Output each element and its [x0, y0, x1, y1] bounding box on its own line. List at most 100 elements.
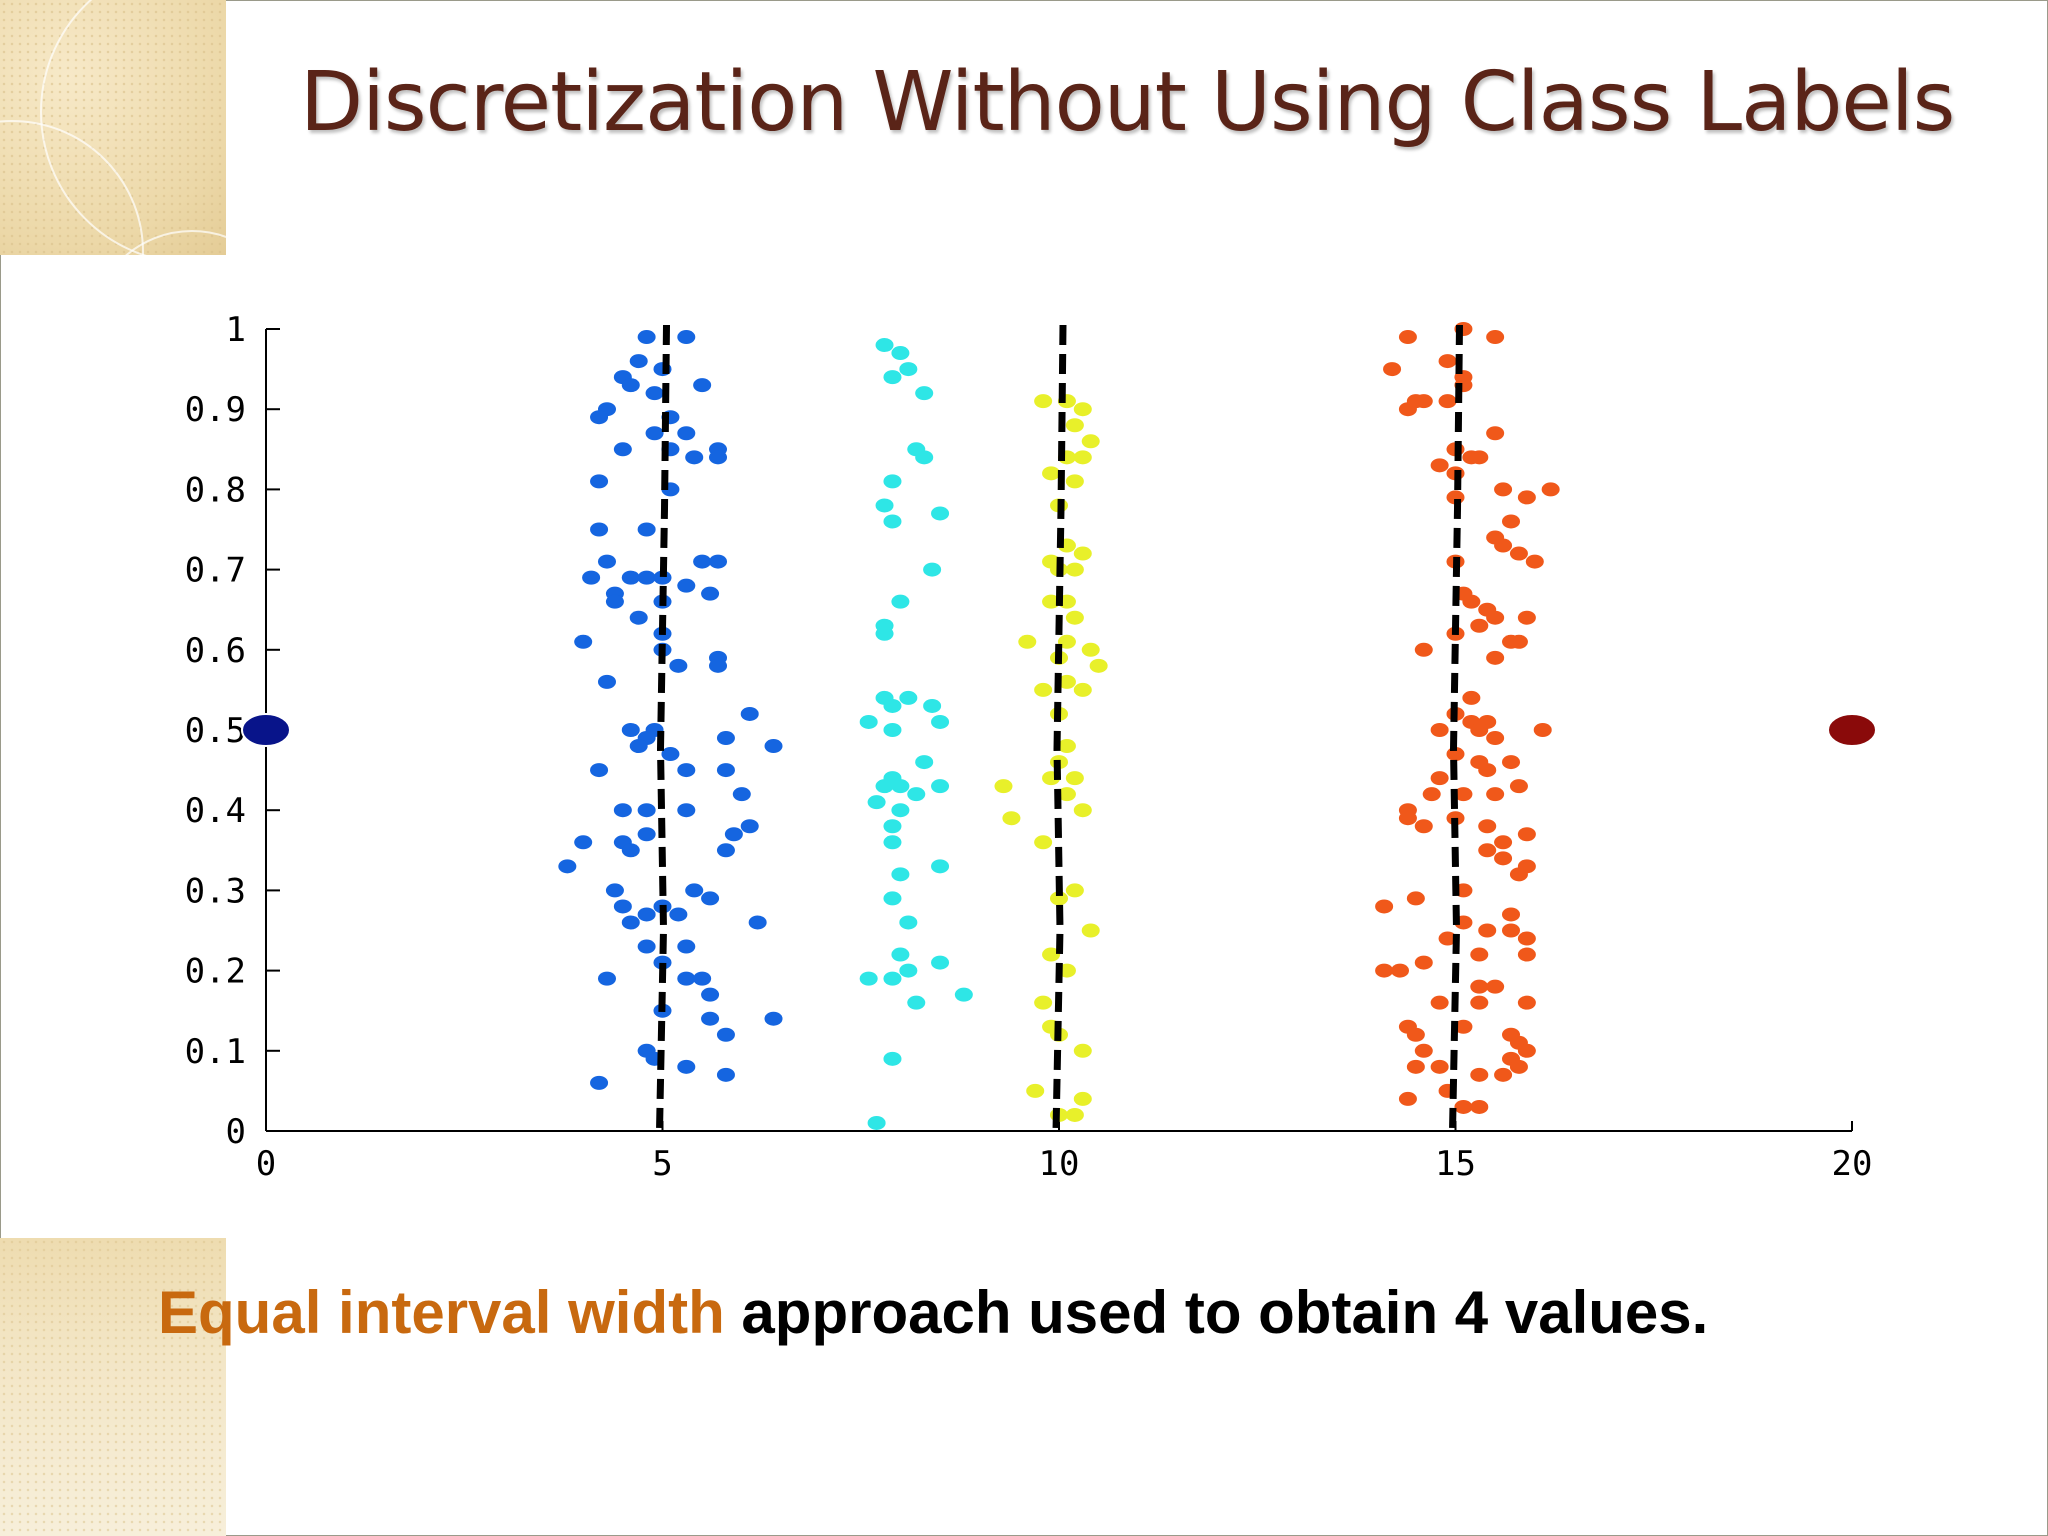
data-point — [597, 674, 616, 689]
data-point — [1470, 1067, 1489, 1082]
data-point — [1073, 450, 1092, 465]
data-point — [875, 618, 894, 633]
data-point — [1430, 995, 1449, 1010]
data-point — [907, 995, 926, 1010]
data-point — [1034, 995, 1053, 1010]
data-point — [709, 450, 728, 465]
data-point — [645, 426, 664, 441]
data-point — [1470, 450, 1489, 465]
slide-caption: Equal interval width approach used to ob… — [158, 1278, 1708, 1347]
data-point — [931, 506, 950, 521]
data-point — [891, 594, 910, 609]
data-point — [621, 570, 640, 585]
data-point — [891, 779, 910, 794]
data-point — [923, 562, 942, 577]
data-point — [1502, 634, 1521, 649]
data-point — [1089, 658, 1108, 673]
data-point — [590, 763, 609, 778]
data-point — [1478, 843, 1497, 858]
y-tick-label: 0.4 — [185, 791, 246, 831]
data-point — [716, 763, 735, 778]
data-point — [740, 706, 759, 721]
data-point — [859, 714, 878, 729]
data-point — [1438, 931, 1457, 946]
data-point — [1454, 787, 1473, 802]
data-point — [1517, 947, 1536, 962]
data-point — [709, 658, 728, 673]
y-tick-label: 0.7 — [185, 551, 246, 591]
y-tick-label: 0.5 — [185, 711, 246, 751]
data-point — [1454, 1099, 1473, 1114]
data-point — [883, 891, 902, 906]
data-point — [637, 907, 656, 922]
y-tick-label: 0 — [226, 1112, 246, 1152]
data-point — [621, 915, 640, 930]
data-point — [590, 522, 609, 537]
data-point — [1073, 546, 1092, 561]
data-point — [669, 658, 688, 673]
data-point — [1462, 690, 1481, 705]
data-point — [891, 346, 910, 361]
x-tick-label: 5 — [652, 1144, 672, 1184]
data-point — [1042, 594, 1061, 609]
data-point — [693, 554, 712, 569]
data-point — [1486, 650, 1505, 665]
data-point — [764, 1011, 783, 1026]
data-point — [701, 987, 720, 1002]
data-point — [597, 554, 616, 569]
y-tick-label: 0.9 — [185, 390, 246, 430]
data-point — [899, 362, 918, 377]
data-point — [605, 883, 624, 898]
data-point — [883, 370, 902, 385]
data-point — [1517, 610, 1536, 625]
data-point — [732, 787, 751, 802]
data-point — [1430, 771, 1449, 786]
data-point — [1406, 1059, 1425, 1074]
data-point — [915, 755, 934, 770]
data-point — [915, 386, 934, 401]
data-point — [1057, 634, 1076, 649]
data-point — [685, 450, 704, 465]
data-point — [931, 859, 950, 874]
data-point — [899, 690, 918, 705]
data-point — [1065, 610, 1084, 625]
data-point — [1517, 827, 1536, 842]
data-point — [1509, 546, 1528, 561]
data-point — [558, 859, 577, 874]
data-point — [1462, 594, 1481, 609]
data-point — [677, 578, 696, 593]
data-point — [891, 947, 910, 962]
data-point — [931, 779, 950, 794]
data-point — [883, 835, 902, 850]
y-tick-label: 0.2 — [185, 952, 246, 992]
data-point — [1414, 955, 1433, 970]
data-point — [677, 803, 696, 818]
caption-highlight: Equal interval width — [158, 1279, 725, 1346]
data-point — [1525, 554, 1544, 569]
data-point — [574, 634, 593, 649]
data-point — [1057, 739, 1076, 754]
data-point — [613, 442, 632, 457]
data-point — [891, 867, 910, 882]
data-point — [748, 915, 767, 930]
data-point — [629, 610, 648, 625]
data-point — [1073, 402, 1092, 417]
data-point — [1494, 482, 1513, 497]
data-point — [677, 939, 696, 954]
data-point — [637, 827, 656, 842]
data-point — [597, 971, 616, 986]
data-point — [1517, 931, 1536, 946]
corner-decoration-top — [0, 0, 226, 255]
data-point — [1438, 354, 1457, 369]
data-point — [875, 779, 894, 794]
data-point — [1470, 618, 1489, 633]
data-point — [1026, 1083, 1045, 1098]
data-point — [1375, 963, 1394, 978]
endpoint-marker — [241, 713, 291, 747]
data-point — [1486, 426, 1505, 441]
data-point — [1414, 394, 1433, 409]
data-point — [1470, 995, 1489, 1010]
data-point — [701, 1011, 720, 1026]
data-point — [1517, 995, 1536, 1010]
data-point — [1502, 514, 1521, 529]
